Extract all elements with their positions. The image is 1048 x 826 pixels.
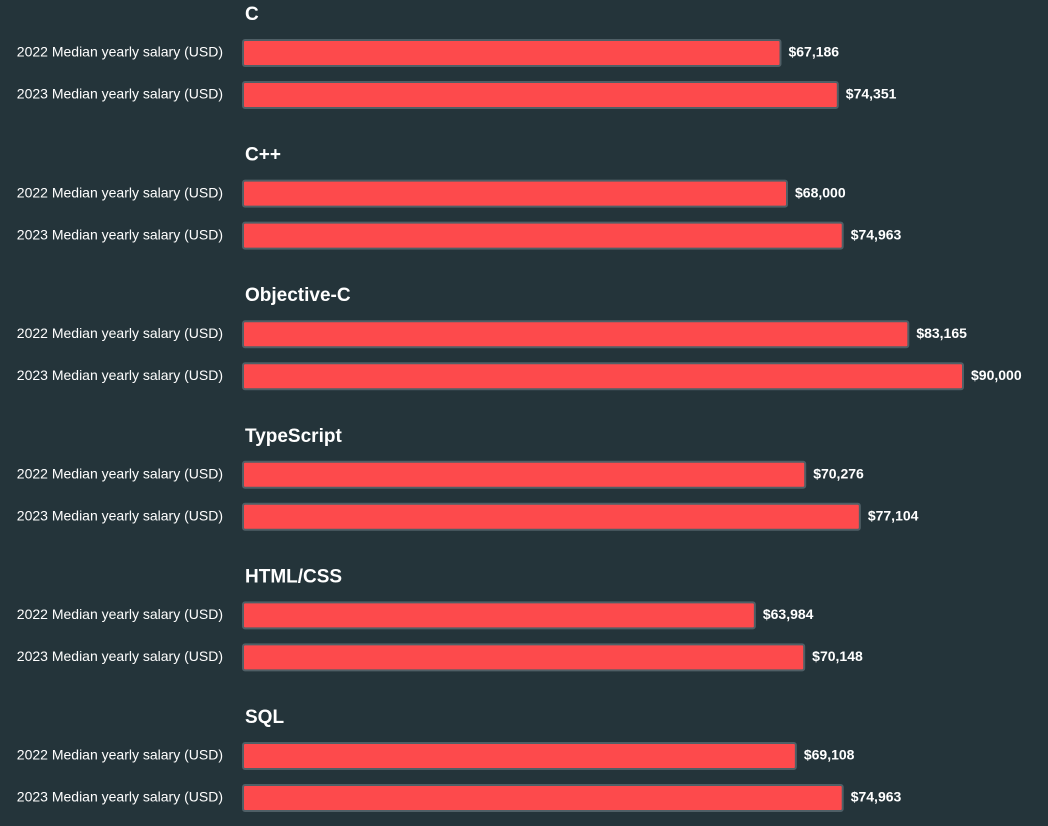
bar xyxy=(242,742,797,770)
data-label: $83,165 xyxy=(916,325,967,341)
group-title: Objective-C xyxy=(245,285,351,306)
data-label: $77,104 xyxy=(868,508,919,524)
bar xyxy=(242,601,756,630)
row-label: 2023 Median yearly salary (USD) xyxy=(17,648,223,664)
bar xyxy=(242,460,807,489)
data-label: $90,000 xyxy=(971,367,1022,383)
data-label: $74,351 xyxy=(846,86,897,102)
group-title: SQL xyxy=(245,707,284,728)
group-objective-c: Objective-C 2022 Median yearly salary (US… xyxy=(17,285,1022,391)
row-label: 2022 Median yearly salary (USD) xyxy=(17,44,223,60)
group-html-css: HTML/CSS 2022 Median yearly salary (USD) $… xyxy=(17,566,863,672)
row-label: 2023 Median yearly salary (USD) xyxy=(17,367,223,383)
row-label: 2022 Median yearly salary (USD) xyxy=(17,747,223,763)
data-label: $70,148 xyxy=(812,648,863,664)
row-label: 2023 Median yearly salary (USD) xyxy=(17,226,223,242)
group-c: C++ 2022 Median yearly salary (USD) $68,00… xyxy=(17,145,902,250)
data-label: $74,963 xyxy=(851,226,902,242)
data-label: $70,276 xyxy=(813,466,864,482)
row-label: 2023 Median yearly salary (USD) xyxy=(17,86,223,102)
data-label: $69,108 xyxy=(804,747,855,763)
group-title: TypeScript xyxy=(245,426,342,447)
group-typescript: TypeScript 2022 Median yearly salary (USD… xyxy=(17,426,919,531)
group-title: C xyxy=(245,4,259,25)
bar xyxy=(242,362,964,391)
bar xyxy=(242,643,806,672)
data-label: $63,984 xyxy=(763,606,814,622)
row-label: 2022 Median yearly salary (USD) xyxy=(17,325,223,341)
bar xyxy=(242,39,782,67)
data-label: $68,000 xyxy=(795,184,846,200)
group-c: C 2022 Median yearly salary (USD) $67,186 2… xyxy=(17,4,897,109)
bar xyxy=(242,221,844,250)
bar xyxy=(242,179,788,208)
row-label: 2022 Median yearly salary (USD) xyxy=(17,466,223,482)
bar xyxy=(242,502,861,531)
data-label: $74,963 xyxy=(851,789,902,805)
group-sql: SQL 2022 Median yearly salary (USD) $69,10… xyxy=(17,707,902,812)
row-label: 2022 Median yearly salary (USD) xyxy=(17,184,223,200)
row-label: 2022 Median yearly salary (USD) xyxy=(17,606,223,622)
data-label: $67,186 xyxy=(788,44,839,60)
bar xyxy=(242,320,910,349)
bar xyxy=(242,81,839,109)
row-label: 2023 Median yearly salary (USD) xyxy=(17,508,223,524)
bar xyxy=(242,784,844,812)
group-title: HTML/CSS xyxy=(245,566,342,587)
group-title: C++ xyxy=(245,145,281,166)
row-label: 2023 Median yearly salary (USD) xyxy=(17,789,223,805)
